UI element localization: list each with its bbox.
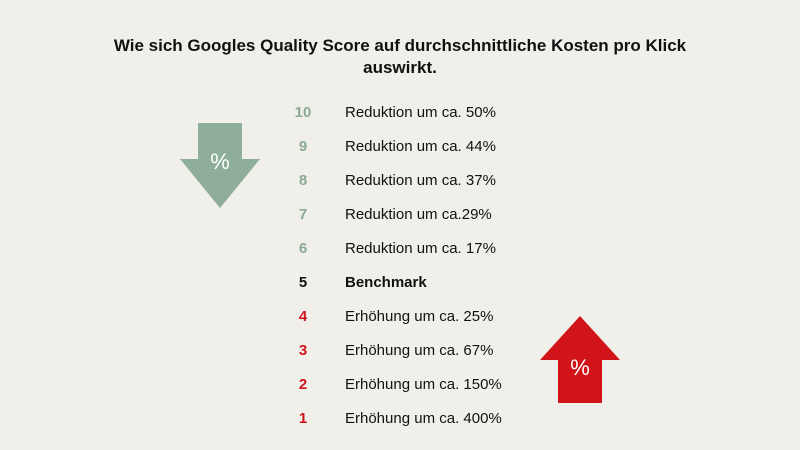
score-effect: Erhöhung um ca. 67%: [345, 341, 494, 359]
score-row: 1 Erhöhung um ca. 400%: [280, 401, 580, 435]
score-row: 3 Erhöhung um ca. 67%: [280, 333, 580, 367]
score-effect: Reduktion um ca. 17%: [345, 239, 496, 257]
score-number: 10: [294, 103, 312, 121]
page-title: Wie sich Googles Quality Score auf durch…: [113, 36, 687, 77]
score-number: 8: [298, 171, 308, 189]
score-number: 2: [298, 375, 308, 393]
score-row: 9 Reduktion um ca. 44%: [280, 129, 580, 163]
quality-score-list: 10 Reduktion um ca. 50% 9 Reduktion um c…: [280, 95, 580, 435]
arrow-down-label: %: [210, 149, 230, 174]
arrow-down-shape: [180, 123, 260, 208]
score-number: 1: [298, 409, 308, 427]
score-row: 6 Reduktion um ca. 17%: [280, 231, 580, 265]
arrow-up-percent-icon: %: [540, 316, 620, 403]
score-effect: Erhöhung um ca. 25%: [345, 307, 494, 325]
score-row: 2 Erhöhung um ca. 150%: [280, 367, 580, 401]
score-row: 4 Erhöhung um ca. 25%: [280, 299, 580, 333]
score-number: 7: [298, 205, 308, 223]
score-effect: Reduktion um ca. 37%: [345, 171, 496, 189]
score-effect: Erhöhung um ca. 150%: [345, 375, 502, 393]
score-effect: Erhöhung um ca. 400%: [345, 409, 502, 427]
score-number: 4: [298, 307, 308, 325]
score-effect: Reduktion um ca. 50%: [345, 103, 496, 121]
score-number: 6: [298, 239, 308, 257]
arrow-down-percent-icon: %: [180, 123, 260, 208]
score-row: 10 Reduktion um ca. 50%: [280, 95, 580, 129]
score-row-benchmark: 5 Benchmark: [280, 265, 580, 299]
arrow-up-shape: [540, 316, 620, 403]
score-number: 5: [298, 273, 308, 291]
score-row: 7 Reduktion um ca.29%: [280, 197, 580, 231]
score-effect: Reduktion um ca.29%: [345, 205, 492, 223]
score-number: 9: [298, 137, 308, 155]
score-row: 8 Reduktion um ca. 37%: [280, 163, 580, 197]
arrow-up-label: %: [570, 355, 590, 380]
score-effect: Reduktion um ca. 44%: [345, 137, 496, 155]
score-number: 3: [298, 341, 308, 359]
score-effect: Benchmark: [345, 273, 427, 291]
